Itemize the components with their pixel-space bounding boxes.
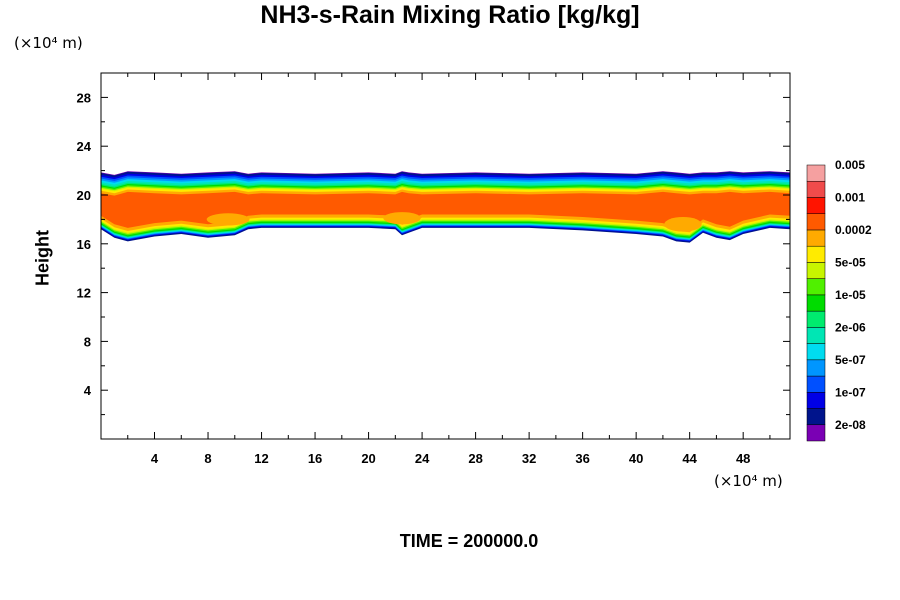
colorbar-swatch xyxy=(806,375,826,393)
contour-band-13 xyxy=(101,191,790,230)
colorbar-swatch xyxy=(806,310,826,328)
time-label: TIME = 200000.0 xyxy=(399,531,539,551)
y-tick-label: 8 xyxy=(84,334,91,349)
colorbar-label: 0.001 xyxy=(835,190,865,204)
x-tick-label: 4 xyxy=(151,451,159,466)
x-tick-label: 36 xyxy=(575,451,589,466)
x-tick-label: 12 xyxy=(254,451,268,466)
y-tick-label: 28 xyxy=(77,90,91,105)
colorbar-swatch xyxy=(806,197,826,214)
x-tick-label: 40 xyxy=(629,451,643,466)
plot-frame xyxy=(100,72,791,440)
x-tick-label: 8 xyxy=(204,451,211,466)
colorbar-label: 0.0002 xyxy=(835,223,872,237)
colorbar-swatch xyxy=(806,180,826,198)
x-tick-label: 48 xyxy=(736,451,750,466)
colorbar-swatch xyxy=(806,327,826,344)
y-tick-label: 12 xyxy=(77,286,91,301)
colorbar-label: 2e-08 xyxy=(835,418,866,432)
colorbar-label: 0.005 xyxy=(835,158,865,172)
y-axis-unit: (×10⁴ m) xyxy=(14,34,83,52)
colorbar-swatch xyxy=(806,392,826,409)
x-tick-label: 20 xyxy=(361,451,375,466)
colorbar-swatch xyxy=(806,343,826,361)
x-tick-label: 44 xyxy=(682,451,697,466)
chart-title: NH3-s-Rain Mixing Ratio [kg/kg] xyxy=(260,1,640,29)
colorbar: 2e-08 1e-07 5e-07 2e-06 1e-05 5e-05 0.0002 0.00… xyxy=(806,158,872,442)
colorbar-swatch xyxy=(806,262,826,279)
y-tick-label: 16 xyxy=(77,237,91,252)
colorbar-label: 2e-06 xyxy=(835,320,866,334)
colorbar-swatch xyxy=(806,359,826,377)
colorbar-swatch xyxy=(806,278,826,296)
x-axis-unit: (×10⁴ m) xyxy=(714,472,783,490)
y-tick-label: 24 xyxy=(77,139,92,154)
contour-layers xyxy=(101,171,790,243)
colorbar-swatch xyxy=(806,229,826,247)
contour-pocket-0 xyxy=(383,212,421,225)
colorbar-swatch xyxy=(806,245,826,263)
x-axis: 4 8 12 16 20 24 28 32 36 40 44 48 xyxy=(127,73,771,466)
contour-pocket-1 xyxy=(664,216,702,232)
colorbar-label: 1e-07 xyxy=(835,385,866,399)
x-tick-label: 28 xyxy=(468,451,482,466)
colorbar-label: 5e-07 xyxy=(835,353,866,367)
contour-pocket-2 xyxy=(206,213,250,226)
y-tick-label: 4 xyxy=(84,383,92,398)
colorbar-swatch xyxy=(806,408,826,426)
x-tick-label: 32 xyxy=(522,451,536,466)
x-tick-label: 24 xyxy=(415,451,430,466)
colorbar-swatch xyxy=(806,164,826,182)
colorbar-swatch xyxy=(806,424,826,442)
colorbar-swatch xyxy=(806,213,826,231)
y-axis: 4 8 12 16 20 24 28 xyxy=(77,90,790,416)
colorbar-swatch xyxy=(806,294,826,312)
colorbar-label: 1e-05 xyxy=(835,288,866,302)
colorbar-label: 5e-05 xyxy=(835,255,866,269)
x-tick-label: 16 xyxy=(308,451,322,466)
y-tick-label: 20 xyxy=(77,188,91,203)
